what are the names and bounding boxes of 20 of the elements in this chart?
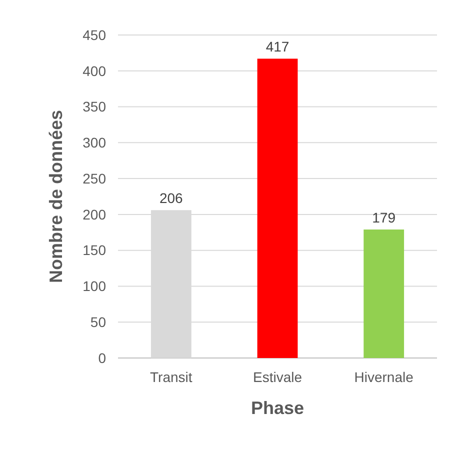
y-tick-label: 350	[82, 98, 106, 115]
x-axis-title: Phase	[250, 398, 304, 418]
y-tick-label: 150	[82, 242, 106, 258]
y-tick-label: 250	[82, 170, 106, 186]
bar	[364, 230, 404, 358]
x-tick-label: Estivale	[252, 369, 302, 385]
data-label: 417	[266, 38, 290, 55]
y-axis-title: Nombre de données	[46, 110, 66, 284]
data-label: 179	[372, 210, 396, 226]
y-tick-label: 300	[82, 134, 106, 151]
y-tick-label: 0	[98, 350, 106, 366]
x-tick-label: Transit	[150, 369, 192, 385]
y-tick-label: 400	[82, 62, 106, 79]
data-label: 206	[159, 190, 184, 206]
x-tick-label: Hivernale	[354, 369, 414, 385]
y-tick-label: 100	[82, 278, 106, 294]
y-tick-label: 450	[82, 26, 106, 43]
y-tick-label: 50	[90, 314, 106, 330]
y-tick-label: 200	[82, 206, 106, 222]
bar	[257, 58, 298, 358]
